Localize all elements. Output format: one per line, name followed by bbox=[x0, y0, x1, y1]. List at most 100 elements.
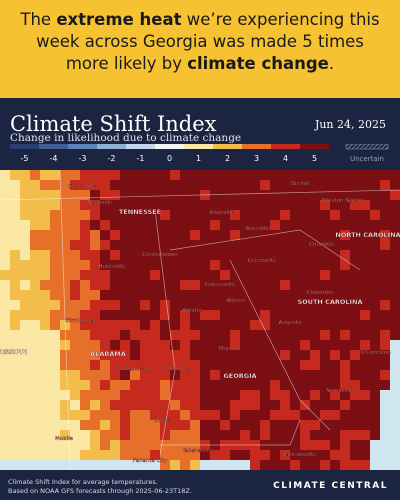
heat-cell bbox=[290, 180, 300, 190]
heat-cell bbox=[10, 170, 20, 180]
heat-cell bbox=[280, 300, 290, 310]
heat-cell bbox=[330, 430, 340, 440]
heat-cell bbox=[210, 380, 220, 390]
heat-cell bbox=[180, 460, 190, 470]
heat-cell bbox=[80, 380, 90, 390]
heat-cell bbox=[50, 420, 60, 430]
heat-cell bbox=[10, 180, 20, 190]
heat-cell bbox=[100, 460, 110, 470]
heat-cell bbox=[230, 290, 240, 300]
heat-cell bbox=[110, 350, 120, 360]
text: we’re experiencing this week across Geor… bbox=[36, 10, 380, 73]
heat-cell bbox=[250, 180, 260, 190]
heat-cell bbox=[280, 370, 290, 380]
heat-cell bbox=[80, 460, 90, 470]
heat-cell bbox=[240, 460, 250, 470]
heat-cell bbox=[310, 210, 320, 220]
heat-cell bbox=[170, 400, 180, 410]
heat-cell bbox=[360, 340, 370, 350]
heat-cell bbox=[40, 390, 50, 400]
heat-cell bbox=[360, 430, 370, 440]
heat-cell bbox=[280, 390, 290, 400]
heat-cell bbox=[100, 360, 110, 370]
heat-cell bbox=[80, 250, 90, 260]
heat-cell bbox=[20, 420, 30, 430]
heat-cell bbox=[340, 290, 350, 300]
heat-cell bbox=[70, 240, 80, 250]
legend-label: -5 bbox=[21, 154, 29, 163]
heat-cell bbox=[130, 180, 140, 190]
heat-cell bbox=[240, 290, 250, 300]
heat-cell bbox=[270, 270, 280, 280]
heat-cell bbox=[130, 240, 140, 250]
heat-cell bbox=[40, 280, 50, 290]
heat-cell bbox=[20, 330, 30, 340]
heat-cell bbox=[280, 320, 290, 330]
heat-cell bbox=[150, 200, 160, 210]
heat-cell bbox=[300, 380, 310, 390]
heat-cell bbox=[130, 460, 140, 470]
heat-cell bbox=[280, 330, 290, 340]
heat-cell bbox=[290, 460, 300, 470]
heat-cell bbox=[250, 340, 260, 350]
heat-cell bbox=[190, 300, 200, 310]
heat-cell bbox=[170, 380, 180, 390]
heat-cell bbox=[150, 190, 160, 200]
heat-cell bbox=[390, 390, 400, 400]
heat-cell bbox=[80, 220, 90, 230]
heat-cell bbox=[210, 240, 220, 250]
heat-cell bbox=[270, 400, 280, 410]
heat-cell bbox=[320, 450, 330, 460]
heat-cell bbox=[210, 420, 220, 430]
heat-cell bbox=[30, 410, 40, 420]
heat-cell bbox=[330, 270, 340, 280]
heat-cell bbox=[370, 270, 380, 280]
heat-cell bbox=[310, 260, 320, 270]
heat-cell bbox=[220, 240, 230, 250]
heat-cell bbox=[230, 170, 240, 180]
heat-cell bbox=[280, 240, 290, 250]
heat-cell bbox=[100, 240, 110, 250]
heat-cell bbox=[180, 190, 190, 200]
heat-cell bbox=[0, 290, 10, 300]
heat-cell bbox=[190, 270, 200, 280]
heat-cell bbox=[180, 220, 190, 230]
heat-cell bbox=[70, 170, 80, 180]
heat-cell bbox=[60, 170, 70, 180]
heat-cell bbox=[150, 460, 160, 470]
heat-cell bbox=[270, 340, 280, 350]
heat-cell bbox=[180, 170, 190, 180]
heat-cell bbox=[40, 270, 50, 280]
heat-cell bbox=[40, 400, 50, 410]
heat-cell bbox=[340, 190, 350, 200]
heat-cell bbox=[190, 430, 200, 440]
heat-cell bbox=[190, 220, 200, 230]
heat-cell bbox=[120, 170, 130, 180]
heat-cell bbox=[110, 460, 120, 470]
heat-cell bbox=[370, 240, 380, 250]
heat-cell bbox=[100, 340, 110, 350]
heat-cell bbox=[0, 200, 10, 210]
heat-cell bbox=[10, 260, 20, 270]
heat-cell bbox=[360, 310, 370, 320]
heat-cell bbox=[30, 450, 40, 460]
heat-cell bbox=[230, 260, 240, 270]
heat-cell bbox=[390, 240, 400, 250]
legend-swatch bbox=[213, 144, 242, 149]
heat-cell bbox=[0, 410, 10, 420]
heat-cell bbox=[100, 420, 110, 430]
heat-cell bbox=[370, 210, 380, 220]
heat-cell bbox=[130, 400, 140, 410]
legend-label: 0 bbox=[167, 154, 172, 163]
heat-cell bbox=[100, 320, 110, 330]
heat-cell bbox=[370, 430, 380, 440]
heat-cell bbox=[300, 270, 310, 280]
heat-cell bbox=[100, 400, 110, 410]
heat-cell bbox=[270, 410, 280, 420]
heat-cell bbox=[100, 260, 110, 270]
heat-cell bbox=[240, 210, 250, 220]
heat-cell bbox=[270, 460, 280, 470]
heat-cell bbox=[300, 200, 310, 210]
heat-cell bbox=[300, 260, 310, 270]
map-label: Jacksonville bbox=[283, 452, 317, 458]
